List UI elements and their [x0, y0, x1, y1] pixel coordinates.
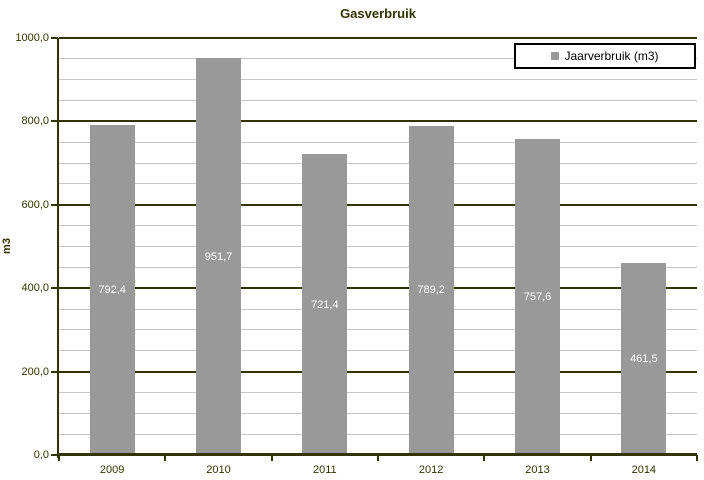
bar-value-label: 721,4	[311, 298, 339, 311]
x-axis-line	[57, 453, 697, 456]
y-tick-label: 200,0	[21, 365, 49, 378]
gridline-minor	[59, 391, 697, 393]
bar	[408, 125, 454, 455]
x-axis-tick	[270, 455, 273, 461]
gridline-minor	[59, 308, 697, 310]
x-tick-label: 2010	[206, 464, 231, 476]
bar-value-label: 951,7	[204, 250, 233, 263]
legend-label: Jaarverbruik (m3)	[564, 49, 659, 63]
gridline-minor	[59, 412, 697, 414]
bar	[302, 154, 348, 455]
bar-value-label: 789,2	[417, 284, 445, 297]
gridline-minor	[59, 225, 697, 227]
x-axis-tick	[589, 455, 592, 461]
gridline-minor	[59, 58, 697, 60]
y-tick-label: 0,0	[33, 449, 49, 461]
gridline-minor	[59, 141, 697, 143]
x-tick-label: 2014	[631, 464, 657, 476]
gridline-major	[59, 203, 697, 206]
bar	[621, 262, 667, 455]
legend-marker-icon	[551, 52, 560, 60]
y-axis-tick	[51, 454, 58, 456]
gridline-minor	[59, 79, 697, 81]
x-axis-tick	[58, 455, 60, 461]
bar	[89, 124, 135, 455]
legend: Jaarverbruik (m3)	[514, 43, 696, 69]
bar-value-label: 757,6	[523, 291, 552, 304]
y-tick-label: 800,0	[21, 115, 49, 128]
y-axis-tick	[51, 203, 58, 206]
y-tick-label: 600,0	[21, 198, 49, 211]
gridline-major	[59, 37, 697, 39]
gridline-major	[59, 370, 697, 373]
gridline-major	[59, 287, 697, 290]
gridline-minor	[59, 183, 697, 185]
gridline-minor	[59, 329, 697, 331]
y-tick-label: 1000,0	[15, 32, 49, 44]
x-axis-tick	[164, 455, 167, 461]
bar-value-label: 792,4	[98, 283, 126, 296]
x-axis-tick	[483, 455, 486, 461]
gridline-minor	[59, 100, 697, 102]
x-tick-label: 2013	[525, 464, 550, 476]
y-axis-tick	[51, 370, 58, 373]
bar	[196, 58, 241, 455]
gridline-minor	[59, 433, 697, 435]
x-tick-label: 2011	[312, 464, 337, 476]
x-tick-label: 2009	[99, 464, 125, 476]
gridline-major	[59, 120, 697, 123]
y-axis-tick	[51, 287, 58, 290]
y-tick-label: 400,0	[21, 282, 49, 295]
gridline-minor	[59, 350, 697, 352]
gridline-minor	[59, 246, 697, 247]
bar	[515, 139, 560, 455]
gridline-minor	[59, 266, 697, 268]
y-axis-tick	[51, 37, 58, 39]
gridline-minor	[59, 162, 697, 164]
x-axis-tick	[377, 455, 379, 461]
y-axis-tick	[51, 120, 58, 123]
chart-title: Gasverbruik	[340, 6, 416, 21]
bar-value-label: 461,5	[630, 352, 658, 365]
y-axis-line	[57, 38, 59, 458]
x-tick-label: 2012	[418, 464, 444, 476]
x-axis-tick	[696, 455, 698, 461]
